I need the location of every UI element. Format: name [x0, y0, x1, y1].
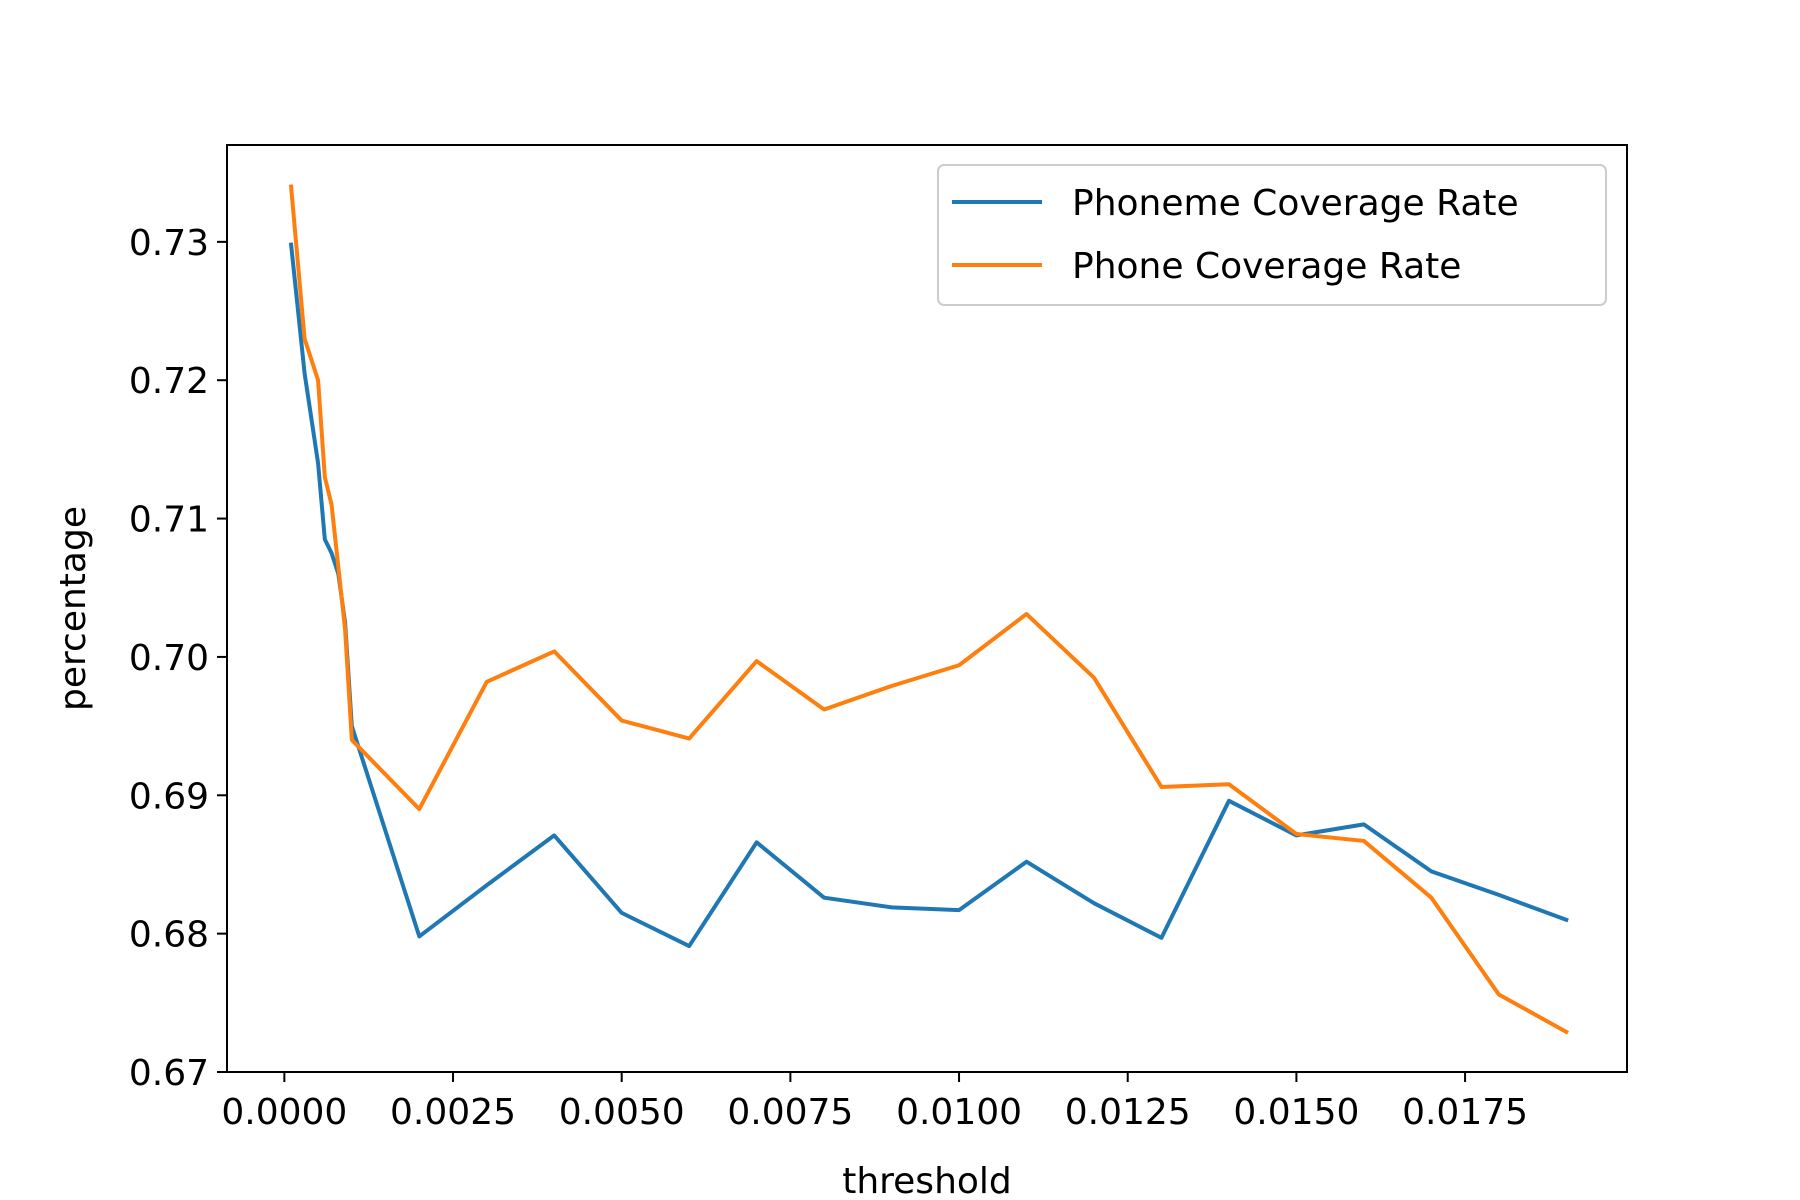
x-tick-label: 0.0000: [221, 1092, 347, 1133]
x-tick-label: 0.0125: [1065, 1092, 1191, 1133]
legend-box: [937, 164, 1607, 306]
x-tick-label: 0.0075: [727, 1092, 853, 1133]
x-tick-label: 0.0100: [896, 1092, 1022, 1133]
legend-label-2: Phone Coverage Rate: [1072, 246, 1461, 287]
series-line-2: [288, 184, 1569, 1035]
series-line-1: [288, 242, 1569, 949]
x-axis-label: threshold: [842, 1161, 1012, 1200]
y-tick-label: 0.67: [129, 1053, 209, 1094]
y-tick-label: 0.68: [129, 915, 209, 956]
y-tick-label: 0.69: [129, 776, 209, 817]
x-tick-label: 0.0150: [1233, 1092, 1359, 1133]
x-tick-label: 0.0025: [390, 1092, 516, 1133]
x-tick-label: 0.0175: [1402, 1092, 1528, 1133]
y-tick-label: 0.70: [129, 638, 209, 679]
legend-label-1: Phoneme Coverage Rate: [1072, 183, 1519, 224]
plot-frame: [226, 144, 1628, 1073]
y-tick-label: 0.72: [129, 361, 209, 402]
y-tick-label: 0.73: [129, 223, 209, 264]
legend: Phoneme Coverage Rate Phone Coverage Rate: [937, 164, 1607, 306]
y-tick-label: 0.71: [129, 500, 209, 541]
x-tick-label: 0.0050: [559, 1092, 685, 1133]
y-axis-label: percentage: [53, 506, 94, 711]
axes-layer: 0.0000 0.0025 0.0050 0.0075 0.0100 0.0125 0.01…: [129, 144, 1628, 1133]
series-layer: [288, 184, 1569, 1035]
